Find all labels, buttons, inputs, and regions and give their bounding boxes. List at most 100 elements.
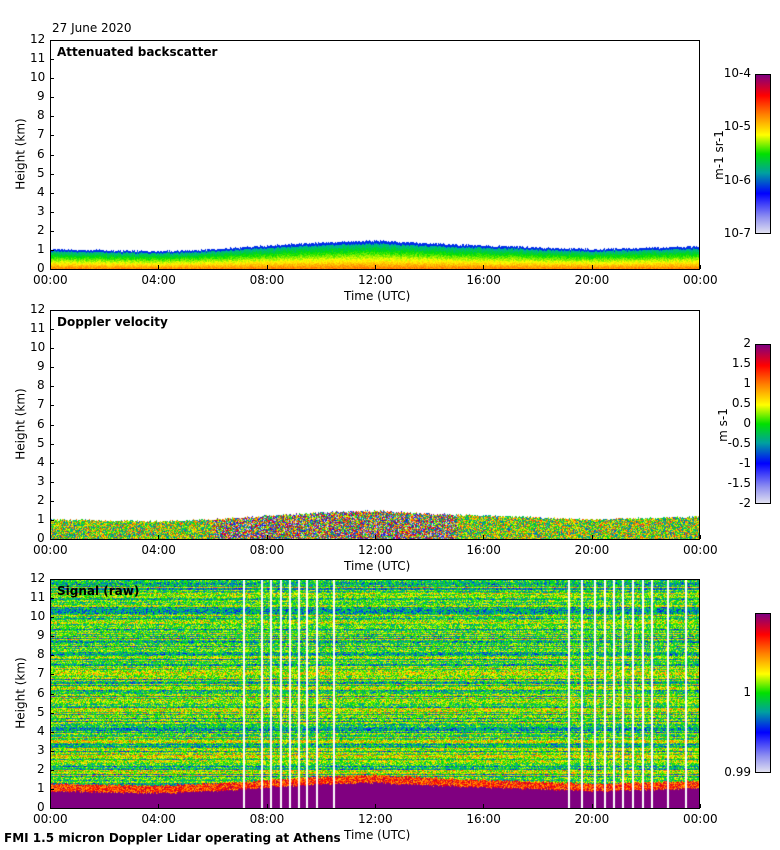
- x-tick-label: 16:00: [466, 273, 501, 287]
- y-tick-label: 7: [37, 127, 45, 142]
- x-tick: [266, 265, 268, 269]
- x-tick-label: 20:00: [574, 812, 610, 826]
- y-tick: [50, 636, 54, 638]
- y-tick: [50, 211, 54, 213]
- y-tick: [50, 367, 54, 369]
- x-tick: [375, 265, 376, 269]
- y-tick-label: 9: [37, 628, 45, 643]
- x-tick-label: 20:00: [574, 273, 610, 287]
- y-tick: [50, 59, 54, 61]
- plot-area-2: Signal (raw): [50, 579, 700, 809]
- y-tick: [50, 192, 54, 194]
- y-tick-label: 7: [37, 397, 45, 412]
- y-tick: [50, 310, 54, 311]
- x-tick: [50, 265, 51, 269]
- y-tick-label: 4: [37, 454, 45, 469]
- y-tick: [50, 78, 54, 80]
- y-tick: [50, 693, 54, 695]
- x-tick: [375, 804, 376, 808]
- y-tick-label: 12: [30, 571, 46, 585]
- x-tick: [158, 265, 160, 269]
- y-tick: [50, 808, 54, 809]
- x-tick-label: 12:00: [358, 273, 393, 287]
- colorbar-tick-label: -0.5: [727, 436, 751, 450]
- y-tick: [50, 97, 54, 99]
- y-tick: [50, 731, 54, 733]
- y-tick-label: 11: [30, 51, 46, 66]
- colorbar-tick-label: 10-4: [723, 66, 751, 80]
- colorbar-tick-label: 1: [743, 376, 751, 390]
- y-tick: [50, 154, 54, 156]
- x-tick-label: 04:00: [141, 543, 176, 557]
- colorbar-tick-label: 0.5: [731, 396, 751, 410]
- y-tick-label: 8: [37, 378, 45, 393]
- y-tick: [50, 750, 54, 752]
- colorbar-tick-label: 0.99: [724, 765, 751, 779]
- y-tick: [50, 539, 54, 540]
- x-tick-label: 12:00: [358, 543, 393, 557]
- x-tick: [50, 804, 51, 808]
- y-tick-label: 9: [37, 359, 45, 374]
- y-tick-label: 3: [37, 203, 45, 218]
- y-tick-label: 5: [37, 165, 45, 180]
- x-axis-label: Time (UTC): [344, 289, 411, 303]
- y-tick: [50, 579, 54, 580]
- y-tick-label: 12: [30, 32, 46, 46]
- y-tick-label: 0: [37, 800, 45, 814]
- y-tick-label: 1: [37, 511, 45, 526]
- y-tick-label: 6: [37, 146, 45, 161]
- y-tick-label: 11: [30, 321, 46, 336]
- plot-area-0: Attenuated backscatter: [50, 40, 700, 270]
- x-tick-label: 00:00: [683, 543, 718, 557]
- x-tick-label: 20:00: [574, 543, 610, 557]
- colorbar-2: [755, 613, 771, 773]
- x-tick-label: 16:00: [466, 543, 501, 557]
- y-tick-label: 10: [30, 609, 46, 624]
- y-tick: [50, 269, 54, 270]
- x-tick: [700, 535, 701, 539]
- y-tick-label: 8: [37, 647, 45, 662]
- colorbar-0: [755, 74, 771, 234]
- x-tick-label: 00:00: [33, 812, 68, 826]
- y-tick-label: 8: [37, 108, 45, 123]
- y-tick: [50, 769, 54, 771]
- y-tick: [50, 519, 54, 521]
- x-tick: [266, 804, 268, 808]
- colorbar-tick-label: 10-6: [723, 172, 751, 187]
- y-tick-label: 0: [37, 261, 45, 275]
- y-tick: [50, 462, 54, 464]
- x-tick-label: 08:00: [249, 543, 285, 557]
- x-tick-label: 00:00: [33, 273, 68, 287]
- y-tick: [50, 386, 54, 388]
- panel-title-2: Signal (raw): [57, 584, 140, 598]
- y-tick: [50, 230, 54, 232]
- x-tick-label: 00:00: [33, 543, 68, 557]
- y-tick: [50, 617, 54, 619]
- x-tick: [158, 804, 160, 808]
- y-tick: [50, 40, 54, 41]
- y-tick-label: 12: [30, 302, 46, 316]
- y-tick-label: 7: [37, 666, 45, 681]
- y-tick-label: 9: [37, 89, 45, 104]
- y-tick-label: 1: [37, 780, 45, 795]
- y-tick-label: 3: [37, 742, 45, 757]
- colorbar-tick-label: 0: [743, 416, 751, 430]
- x-tick: [158, 535, 160, 539]
- colorbar-tick-label: 1.5: [731, 356, 751, 370]
- panel-title-0: Attenuated backscatter: [57, 45, 218, 59]
- x-tick-label: 04:00: [141, 273, 176, 287]
- x-tick-label: 16:00: [466, 812, 501, 826]
- x-tick: [483, 804, 485, 808]
- colorbar-tick-label: 2: [743, 336, 751, 350]
- y-tick: [50, 674, 54, 676]
- y-tick-label: 6: [37, 416, 45, 431]
- x-tick: [266, 535, 268, 539]
- y-tick: [50, 173, 54, 175]
- y-tick-label: 2: [37, 492, 45, 507]
- y-tick-label: 0: [37, 531, 45, 545]
- heatmap-2: [51, 580, 699, 808]
- footer-caption: FMI 1.5 micron Doppler Lidar operating a…: [4, 831, 341, 845]
- y-tick: [50, 443, 54, 445]
- heatmap-1: [51, 311, 699, 539]
- y-tick: [50, 598, 54, 600]
